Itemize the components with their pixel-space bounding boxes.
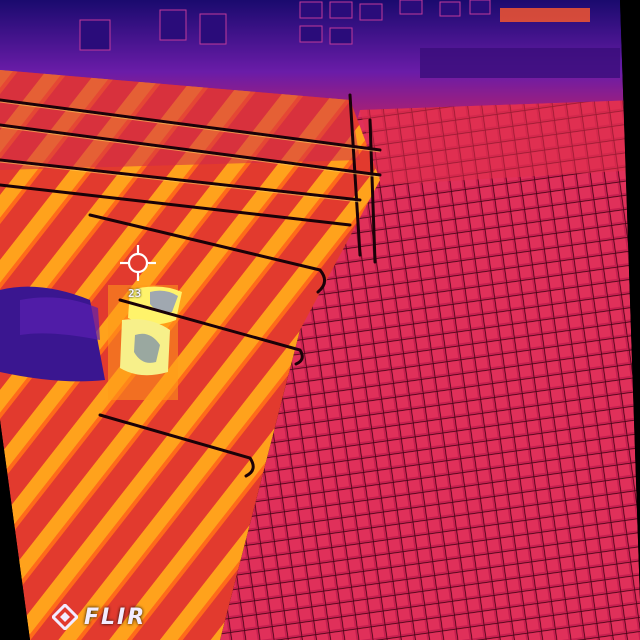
hot-object xyxy=(108,285,182,400)
brand-text: FLIR xyxy=(84,604,147,630)
flir-logo: FLIR xyxy=(52,600,146,634)
building-windows xyxy=(79,0,491,51)
flir-diamond-icon xyxy=(52,604,78,630)
spot-temperature-label: 23 xyxy=(128,287,142,300)
stairs xyxy=(0,70,380,640)
handrails xyxy=(0,93,382,478)
paved-walkway xyxy=(220,100,640,640)
spot-meter-crosshair-icon xyxy=(120,245,156,281)
